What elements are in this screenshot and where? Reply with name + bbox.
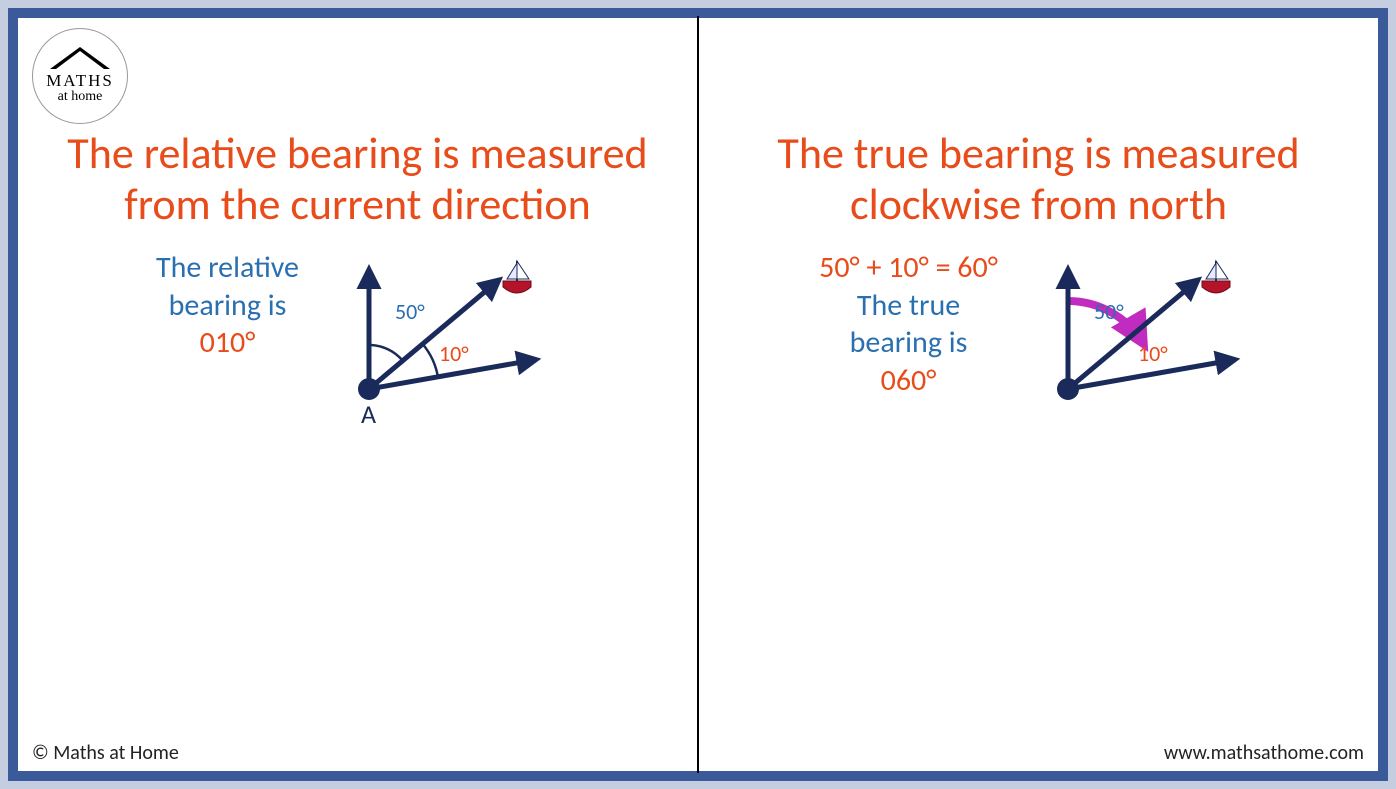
right-subtext: 50° + 10° = 60° The true bearing is 060°: [819, 249, 998, 399]
right-panel: The true bearing is measuredclockwise fr…: [699, 18, 1378, 771]
left-heading: The relative bearing is measuredfrom the…: [48, 128, 667, 229]
right-heading: The true bearing is measuredclockwise fr…: [729, 128, 1348, 229]
left-sub-value: 010°: [156, 324, 299, 362]
svg-text:10°: 10°: [1138, 340, 1168, 367]
left-subblock: The relative bearing is 010° 50° 10° A: [48, 249, 667, 449]
svg-text:50°: 50°: [1094, 298, 1124, 325]
right-diagram-svg: 50° 10°: [1008, 249, 1258, 449]
right-sub-value: 060°: [819, 362, 998, 400]
svg-text:50°: 50°: [395, 298, 425, 325]
right-sub-line1: The true: [819, 287, 998, 325]
left-sub-line1: The relative: [156, 249, 299, 287]
left-diagram-svg: 50° 10° A: [309, 249, 559, 449]
content-columns: The relative bearing is measuredfrom the…: [18, 18, 1378, 771]
right-diagram: 50° 10°: [1008, 249, 1258, 449]
left-sub-line2: bearing is: [156, 287, 299, 325]
right-equation: 50° + 10° = 60°: [819, 249, 998, 287]
right-subblock: 50° + 10° = 60° The true bearing is 060°…: [729, 249, 1348, 449]
left-subtext: The relative bearing is 010°: [156, 249, 299, 362]
left-diagram: 50° 10° A: [309, 249, 559, 449]
right-sub-line2: bearing is: [819, 324, 998, 362]
svg-text:10°: 10°: [439, 340, 469, 367]
footer-url: www.mathsathome.com: [1164, 741, 1364, 765]
svg-text:A: A: [361, 398, 376, 430]
left-panel: The relative bearing is measuredfrom the…: [18, 18, 697, 771]
footer-copyright: © Maths at Home: [32, 741, 179, 765]
slide-frame: MATHS at home The relative bearing is me…: [8, 8, 1388, 781]
